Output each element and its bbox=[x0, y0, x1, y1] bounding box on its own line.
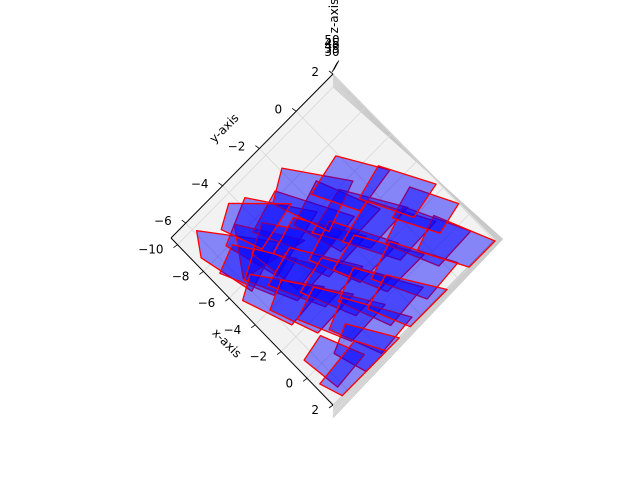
grid-line-y bbox=[222, 185, 385, 354]
side-pane-edge bbox=[332, 78, 499, 411]
polygon-face-19 bbox=[337, 267, 424, 327]
x-tick-label: −2 bbox=[249, 350, 267, 364]
y-tick-mark bbox=[181, 219, 186, 224]
polygon-face-2 bbox=[233, 223, 306, 280]
x-tick-label: −8 bbox=[172, 269, 190, 283]
polygon-face-10 bbox=[311, 188, 409, 249]
grid-line-x bbox=[177, 80, 340, 245]
polygon-face-25 bbox=[272, 167, 354, 233]
polygon-face-21 bbox=[328, 297, 413, 354]
polygon-collection bbox=[195, 155, 496, 397]
polygon-face-22 bbox=[416, 214, 496, 268]
grid-line-x bbox=[203, 107, 366, 272]
x-tick-mark bbox=[328, 404, 334, 409]
polygon-face-27 bbox=[310, 155, 391, 212]
x-tick-mark bbox=[173, 244, 178, 248]
z-tick-label: 30 bbox=[324, 45, 339, 59]
z-axis-line bbox=[335, 60, 340, 65]
polygon-face-14 bbox=[341, 199, 437, 261]
x-tick-label: 0 bbox=[285, 376, 293, 390]
polygon-face-20 bbox=[370, 240, 459, 300]
polygon-face-13 bbox=[269, 279, 355, 334]
z-tick-label: 50 bbox=[324, 33, 339, 47]
y-axis-line bbox=[170, 73, 334, 239]
y-tick-label: −2 bbox=[228, 140, 246, 154]
x-tick-label: 2 bbox=[311, 403, 319, 417]
z-tick-label: 35 bbox=[324, 42, 339, 56]
y-tick-label: 0 bbox=[275, 102, 283, 116]
side-pane-edge bbox=[332, 83, 502, 415]
z-tick-label: 45 bbox=[324, 36, 339, 50]
grid-line-y bbox=[332, 73, 496, 242]
z-tick-label: 40 bbox=[324, 39, 339, 53]
axis-lines bbox=[170, 60, 340, 409]
y-tick-mark bbox=[218, 182, 223, 187]
x-tick-label: −6 bbox=[198, 296, 216, 310]
grid-line-y bbox=[295, 110, 459, 279]
x-tick-mark bbox=[199, 271, 204, 275]
side-pane-edge bbox=[332, 86, 504, 419]
polygon-face-28 bbox=[391, 186, 460, 234]
grid-line-x bbox=[306, 213, 470, 379]
y-tick-mark bbox=[328, 70, 334, 75]
y-tick-mark bbox=[255, 145, 260, 149]
side-pane-edge bbox=[332, 76, 498, 409]
side-pane-edge bbox=[332, 81, 501, 414]
polygon-face-23 bbox=[366, 274, 448, 328]
polygon-face-8 bbox=[272, 216, 367, 278]
y-tick-label: −4 bbox=[191, 177, 209, 191]
x-tick-label: −4 bbox=[224, 323, 242, 337]
grid-line-x bbox=[254, 160, 418, 326]
polygon-face-30 bbox=[303, 334, 366, 388]
side-pane-edge bbox=[332, 80, 500, 412]
y-tick-label: −6 bbox=[154, 214, 172, 228]
x-tick-mark bbox=[251, 324, 256, 329]
polygon-face-29 bbox=[358, 165, 437, 219]
polygon-face-18 bbox=[384, 206, 472, 267]
polygon-face-26 bbox=[220, 202, 292, 250]
x-tick-mark bbox=[302, 377, 308, 382]
x-tick-mark bbox=[225, 297, 230, 302]
y-tick-label: 2 bbox=[311, 65, 319, 79]
x-axis-line bbox=[170, 237, 334, 406]
polygon-face-7 bbox=[243, 248, 329, 302]
x-tick-label: −10 bbox=[138, 243, 163, 257]
y-tick-mark bbox=[291, 107, 297, 112]
x-tick-mark bbox=[276, 351, 282, 355]
z-axis-label: z-axis bbox=[327, 0, 341, 33]
polygon-face-31 bbox=[319, 340, 388, 397]
polygon-face-12 bbox=[308, 220, 400, 284]
grid-line-y bbox=[185, 222, 349, 391]
